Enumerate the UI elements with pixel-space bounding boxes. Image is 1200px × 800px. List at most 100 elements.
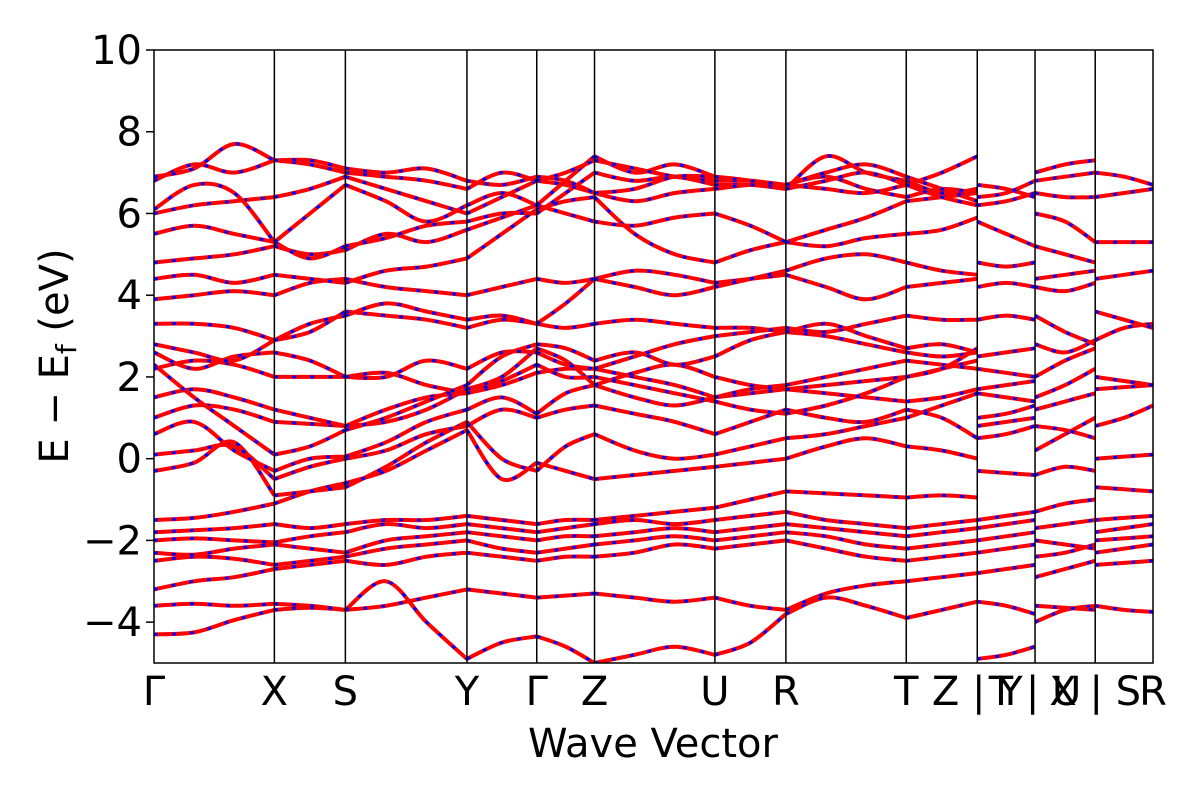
band-line-dashes <box>466 211 537 223</box>
band-line-overlay <box>714 612 787 657</box>
band-line-dashes <box>466 588 537 599</box>
band-line-dashes <box>594 171 716 187</box>
band-line-dashes <box>785 522 907 538</box>
band-line-dashes <box>274 175 346 199</box>
band-line-dashes <box>1095 486 1153 493</box>
band-line-overlay <box>1034 424 1096 440</box>
band-line-dashes <box>535 277 596 325</box>
band-line-dashes <box>154 443 276 481</box>
band-line-dashes <box>977 645 1036 661</box>
band-line-dashes <box>154 244 275 264</box>
x-tick-label: X | S <box>1049 669 1141 715</box>
band-line-dashes <box>1034 281 1096 293</box>
band-line-overlay <box>714 375 787 391</box>
band-line-dashes <box>1095 383 1153 391</box>
band-line-dashes <box>345 539 468 558</box>
band-line-dashes <box>785 359 907 387</box>
band-line-overlay <box>785 579 907 612</box>
band-line-dashes <box>714 522 787 534</box>
band-line-overlay <box>594 334 716 371</box>
band-line-dashes <box>345 383 468 432</box>
band-line-dashes <box>154 159 275 182</box>
band-line-dashes <box>154 403 275 424</box>
band-line-dashes <box>977 600 1036 616</box>
band-line-dashes <box>785 175 907 199</box>
band-line-overlay <box>714 212 787 244</box>
band-line-dashes <box>536 635 596 663</box>
band-line-dashes <box>785 580 907 612</box>
band-line-dashes <box>535 171 596 215</box>
band-line-overlay <box>466 203 538 232</box>
band-line-dashes <box>1034 518 1096 530</box>
band-line-dashes <box>785 408 907 424</box>
band-line-dashes <box>785 273 907 301</box>
y-axis-title-main: E − E <box>32 354 78 464</box>
band-line-dashes <box>344 392 468 428</box>
band-line-overlay <box>154 350 275 371</box>
band-line-dashes <box>785 530 907 550</box>
band-line-dashes <box>785 232 907 248</box>
band-line-dashes <box>1034 339 1096 354</box>
band-line-overlay <box>1034 244 1096 264</box>
band-line-dashes <box>594 383 716 407</box>
y-axis-title-unit: (eV) <box>32 248 78 344</box>
band-line-overlay <box>345 277 468 297</box>
band-line-dashes <box>274 408 346 428</box>
band-line-overlay <box>466 347 538 391</box>
x-tick-label: Γ <box>143 669 166 715</box>
band-line <box>465 407 538 428</box>
band-line-dashes <box>785 183 907 195</box>
band-line-dashes <box>1034 269 1096 281</box>
band-line-dashes <box>154 537 275 544</box>
band-line-dashes <box>274 351 346 379</box>
band-line-dashes <box>906 551 978 563</box>
band-line-dashes <box>906 314 978 322</box>
band-line-overlay <box>714 383 787 399</box>
band-line-dashes <box>345 371 468 395</box>
band-line-dashes <box>785 171 907 191</box>
band-line-overlay <box>905 154 978 187</box>
x-tick-label: T | U <box>988 669 1082 715</box>
band-line-dashes <box>344 580 468 660</box>
band-line-dashes <box>154 543 275 557</box>
band-line-dashes <box>344 183 468 223</box>
band-line-dashes <box>345 359 468 380</box>
band-line-dashes <box>1095 171 1153 187</box>
band-line-dashes <box>714 273 787 285</box>
band-line-overlay <box>274 310 347 342</box>
band-line-dashes <box>906 539 978 550</box>
band-line-dashes <box>536 179 595 195</box>
band-line-overlay <box>466 349 537 371</box>
band-line-overlay <box>785 595 907 620</box>
band-line-dashes <box>154 420 275 473</box>
band-line-dashes <box>274 428 346 456</box>
band-line-overlay <box>1034 498 1096 514</box>
band-line-dashes <box>714 596 787 612</box>
band-line-dashes <box>594 277 716 297</box>
band-line-dashes <box>906 187 978 199</box>
band-line-dashes <box>1034 159 1096 174</box>
band-line-dashes <box>1034 191 1096 199</box>
band-line-dashes <box>1034 543 1096 558</box>
band-line-overlay <box>536 634 596 663</box>
band-line-dashes <box>906 387 978 403</box>
band-line-dashes <box>977 179 1036 199</box>
band-line-overlay <box>154 182 276 244</box>
band-line-dashes <box>594 375 716 403</box>
band-line-dashes <box>1034 392 1096 411</box>
band-line-overlay <box>784 154 907 191</box>
band-line-dashes <box>906 347 978 379</box>
band-line-dashes <box>154 289 275 301</box>
band-line-dashes <box>906 191 978 203</box>
band-line <box>344 256 468 285</box>
band-line-dashes <box>785 252 907 272</box>
band-line-overlay <box>594 383 716 408</box>
band-line-overlay <box>785 273 907 301</box>
y-axis: 10 8 6 4 2 0 −2 −4 <box>83 28 154 646</box>
band-line-overlay <box>274 244 346 256</box>
band-line-overlay <box>536 158 596 183</box>
band-line-overlay <box>1034 158 1096 175</box>
band-line-overlay <box>274 530 346 544</box>
band-line-dashes <box>977 424 1036 440</box>
band-line-dashes <box>714 400 787 415</box>
